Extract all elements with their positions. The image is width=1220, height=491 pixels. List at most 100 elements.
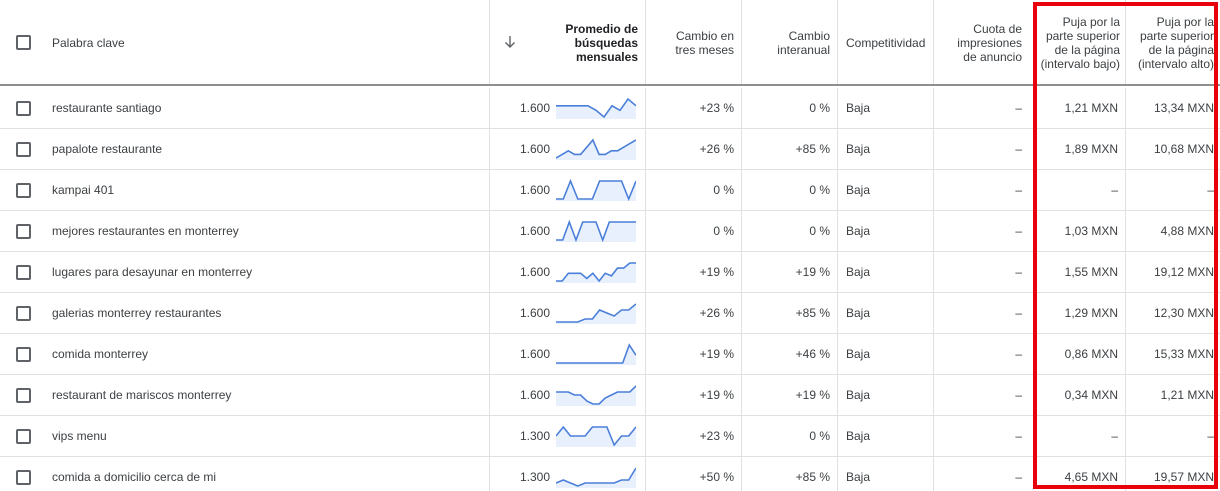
row-checkbox[interactable] xyxy=(16,305,31,321)
row-select-cell xyxy=(16,88,36,128)
trend-sparkline[interactable] xyxy=(556,416,638,456)
header-top-of-page-bid-high[interactable]: Puja por la parte superior de la página … xyxy=(1137,15,1214,71)
column-divider xyxy=(933,211,934,251)
row-checkbox[interactable] xyxy=(16,346,31,362)
header-competition[interactable]: Competitividad xyxy=(846,36,926,50)
column-divider xyxy=(837,457,838,491)
trend-sparkline[interactable] xyxy=(556,375,638,415)
avg-searches-cell: 1.300 xyxy=(519,429,550,443)
row-checkbox[interactable] xyxy=(16,141,31,157)
bid-low-cell: 1,21 MXN xyxy=(1064,101,1118,115)
table-row[interactable]: papalote restaurante 1.600 +26 % +85 % Baja –… xyxy=(0,129,1220,170)
column-divider xyxy=(645,0,646,84)
column-divider xyxy=(489,375,490,415)
sparkline-line xyxy=(556,220,636,242)
avg-searches-cell: 1.600 xyxy=(519,224,550,238)
row-checkbox[interactable] xyxy=(16,182,31,198)
trend-sparkline[interactable] xyxy=(556,129,638,169)
sparkline-chart xyxy=(556,425,636,447)
select-all-checkbox[interactable] xyxy=(16,34,31,50)
header-keyword[interactable]: Palabra clave xyxy=(52,36,125,50)
row-checkbox[interactable] xyxy=(16,469,31,485)
row-select-cell xyxy=(16,457,36,491)
yoy-change-cell: +85 % xyxy=(795,306,830,320)
sparkline-chart xyxy=(556,179,636,201)
trend-sparkline[interactable] xyxy=(556,457,638,491)
competition-cell: Baja xyxy=(846,347,871,361)
trend-sparkline[interactable] xyxy=(556,293,638,333)
trend-sparkline[interactable] xyxy=(556,170,638,210)
table-row[interactable]: kampai 401 1.600 0 % 0 % Baja – – – xyxy=(0,170,1220,211)
column-divider xyxy=(933,88,934,128)
sparkline-area xyxy=(556,140,636,160)
header-avg-monthly-searches[interactable]: Promedio de búsquedas mensuales xyxy=(565,22,638,64)
column-divider xyxy=(933,293,934,333)
row-checkbox[interactable] xyxy=(16,100,31,116)
table-row[interactable]: galerias monterrey restaurantes 1.600 +26 … xyxy=(0,293,1220,334)
keyword-cell: kampai 401 xyxy=(52,183,115,197)
three-month-change-cell: 0 % xyxy=(713,224,734,238)
column-divider xyxy=(645,334,646,374)
sparkline-line xyxy=(556,262,636,283)
header-three-month-change[interactable]: Cambio en tres meses xyxy=(675,29,734,57)
trend-sparkline[interactable] xyxy=(556,334,638,374)
sparkline-chart xyxy=(556,343,636,365)
table-row[interactable]: vips menu 1.300 +23 % 0 % Baja – – – xyxy=(0,416,1220,457)
three-month-change-cell: +23 % xyxy=(699,101,734,115)
sparkline-chart xyxy=(556,385,636,406)
keyword-cell: comida a domicilio cerca de mi xyxy=(52,470,217,484)
sort-descending-icon[interactable] xyxy=(504,0,524,86)
row-checkbox[interactable] xyxy=(16,387,31,403)
row-select-cell xyxy=(16,211,36,251)
trend-sparkline[interactable] xyxy=(556,211,638,251)
sparkline-area xyxy=(556,386,636,406)
table-row[interactable]: restaurante santiago 1.600 +23 % 0 % Baja – 1,… xyxy=(0,88,1220,129)
table-row[interactable]: comida a domicilio cerca de mi 1.300 +50 %… xyxy=(0,457,1220,491)
column-divider xyxy=(1125,211,1126,251)
table-row[interactable]: comida monterrey 1.600 +19 % +46 % Baja – 0,86… xyxy=(0,334,1220,375)
column-divider xyxy=(933,457,934,491)
column-divider xyxy=(1125,375,1126,415)
column-divider xyxy=(933,252,934,292)
three-month-change-cell: +19 % xyxy=(699,347,734,361)
competition-cell: Baja xyxy=(846,388,871,402)
column-divider xyxy=(1125,170,1126,210)
trend-sparkline[interactable] xyxy=(556,88,638,128)
bid-low-cell: 4,65 MXN xyxy=(1064,470,1118,484)
avg-searches-cell: 1.600 xyxy=(519,101,550,115)
column-divider xyxy=(1125,334,1126,374)
header-impression-share[interactable]: Cuota de impresiones de anuncio xyxy=(957,22,1022,64)
sparkline-area xyxy=(556,304,636,324)
row-checkbox[interactable] xyxy=(16,264,31,280)
column-divider xyxy=(1125,293,1126,333)
table-row[interactable]: mejores restaurantes en monterrey 1.600 0 … xyxy=(0,211,1220,252)
bid-high-cell: – xyxy=(1207,183,1214,197)
column-divider xyxy=(489,457,490,491)
three-month-change-cell: +26 % xyxy=(699,142,734,156)
column-divider xyxy=(741,211,742,251)
row-checkbox[interactable] xyxy=(16,223,31,239)
column-divider xyxy=(489,334,490,374)
sparkline-chart xyxy=(556,220,636,242)
yoy-change-cell: 0 % xyxy=(809,224,830,238)
column-divider xyxy=(489,129,490,169)
column-divider xyxy=(933,0,934,84)
header-yoy-change[interactable]: Cambio interanual xyxy=(777,29,830,57)
column-divider xyxy=(837,293,838,333)
three-month-change-cell: +19 % xyxy=(699,388,734,402)
table-row[interactable]: lugares para desayunar en monterrey 1.600… xyxy=(0,252,1220,293)
competition-cell: Baja xyxy=(846,183,871,197)
keyword-cell: galerias monterrey restaurantes xyxy=(52,306,222,320)
row-select-cell xyxy=(16,334,36,374)
row-select-cell xyxy=(16,170,36,210)
trend-sparkline[interactable] xyxy=(556,252,638,292)
header-top-of-page-bid-low[interactable]: Puja por la parte superior de la página … xyxy=(1040,15,1120,71)
column-divider xyxy=(645,375,646,415)
competition-cell: Baja xyxy=(846,470,871,484)
bid-low-cell: 1,89 MXN xyxy=(1064,142,1118,156)
avg-searches-cell: 1.600 xyxy=(519,142,550,156)
bid-low-cell: 1,55 MXN xyxy=(1064,265,1118,279)
table-row[interactable]: restaurant de mariscos monterrey 1.600 +19… xyxy=(0,375,1220,416)
bid-low-cell: 0,86 MXN xyxy=(1064,347,1118,361)
row-checkbox[interactable] xyxy=(16,428,31,444)
